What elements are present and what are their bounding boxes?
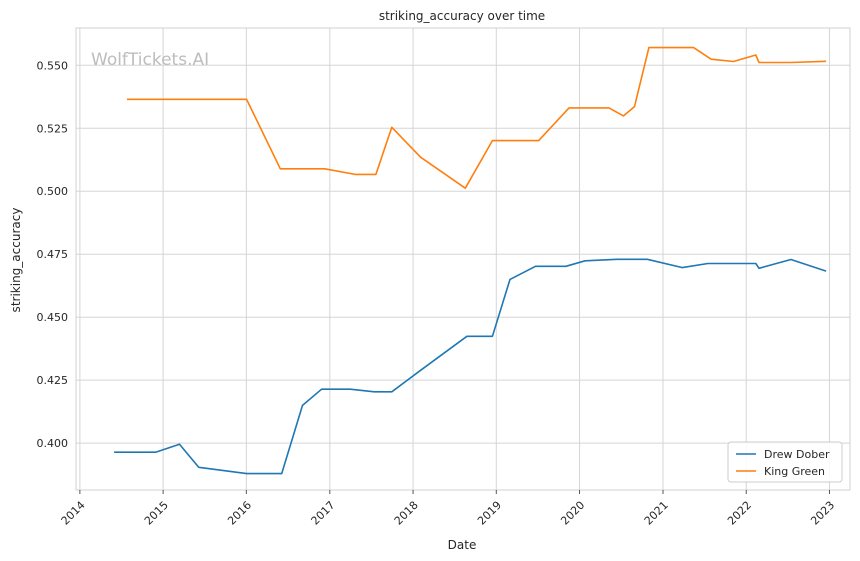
series-line-1 [114,258,827,475]
legend-label: Drew Dober [764,448,830,461]
y-tick-label: 0.525 [37,122,69,135]
y-tick-label: 0.425 [37,374,69,387]
grid [76,28,850,490]
y-tick-label: 0.500 [37,185,69,198]
chart-title: striking_accuracy over time [379,9,545,23]
y-axis-title: striking_accuracy [9,208,23,313]
y-tick-label: 0.400 [37,437,69,450]
series-layer [114,46,827,475]
watermark: WolfTickets.AI [91,50,209,70]
y-tick-label: 0.450 [37,311,69,324]
plot-frame [75,27,851,491]
legend-label: King Green [764,465,825,478]
legend-box [727,441,843,483]
y-tick-label: 0.475 [37,248,69,261]
y-tick-label: 0.550 [37,59,69,72]
legend: Drew Dober King Green [727,441,843,483]
x-axis-title: Date [448,538,477,552]
